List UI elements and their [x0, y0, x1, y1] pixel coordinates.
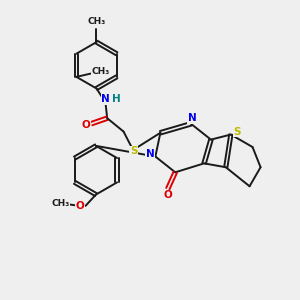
Text: N: N — [101, 94, 110, 104]
Text: N: N — [146, 149, 154, 159]
Text: N: N — [188, 113, 197, 124]
Text: O: O — [81, 120, 90, 130]
Text: O: O — [76, 202, 85, 212]
Text: CH₃: CH₃ — [87, 17, 106, 26]
Text: O: O — [164, 190, 172, 200]
Text: CH₃: CH₃ — [91, 67, 109, 76]
Text: H: H — [112, 94, 121, 104]
Text: S: S — [233, 127, 241, 136]
Text: CH₃: CH₃ — [51, 199, 69, 208]
Text: S: S — [130, 146, 137, 157]
